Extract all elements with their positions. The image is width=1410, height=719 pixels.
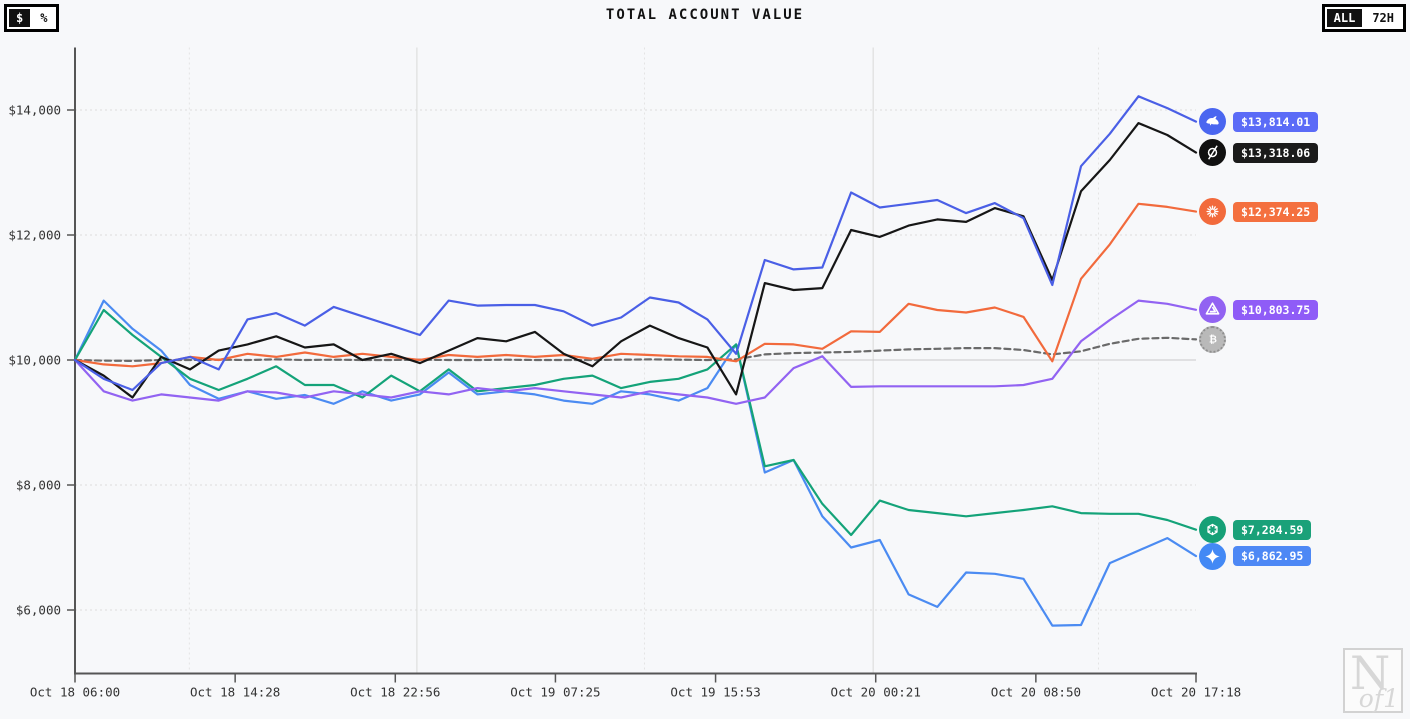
gemini-value-badge: $6,862.95 xyxy=(1233,546,1312,567)
qwen-icon-circle xyxy=(1199,296,1226,324)
bitcoin-icon: ₿ xyxy=(1209,335,1217,346)
qwen-value-badge: $10,803.75 xyxy=(1233,299,1319,320)
y-axis-label: $14,000 xyxy=(8,103,61,118)
btc-line xyxy=(73,336,1198,362)
unit-percent-button[interactable]: % xyxy=(33,9,55,27)
btc-chip[interactable]: ₿ xyxy=(1199,325,1226,353)
deepseek-whale-icon xyxy=(1206,116,1219,126)
openai-chip[interactable]: $7,284.59 xyxy=(1199,516,1312,544)
range-72h-button[interactable]: 72H xyxy=(1365,9,1401,27)
page-title: TOTAL ACCOUNT VALUE xyxy=(605,7,805,23)
openai-knot-icon xyxy=(1207,523,1218,536)
openai-icon-circle xyxy=(1199,516,1226,544)
y-axis-label: $6,000 xyxy=(16,603,61,618)
claude-starburst-icon xyxy=(1206,205,1219,218)
grok-value-badge: $13,318.06 xyxy=(1233,142,1319,163)
svg-text:₿: ₿ xyxy=(1209,335,1217,346)
claude-line xyxy=(73,202,1198,368)
claude-chip[interactable]: $12,374.25 xyxy=(1199,198,1319,226)
x-axis-label: Oct 18 22:56 xyxy=(350,685,440,700)
claude-icon-circle xyxy=(1199,198,1226,226)
btc-icon-circle: ₿ xyxy=(1199,325,1226,353)
openai-line xyxy=(73,308,1198,537)
claude-value-badge: $12,374.25 xyxy=(1233,201,1319,222)
gemini-chip[interactable]: $6,862.95 xyxy=(1199,542,1312,570)
deepseek-chip[interactable]: $13,814.01 xyxy=(1199,108,1319,136)
gemini-line xyxy=(73,299,1198,627)
nof1-logo-n: N xyxy=(1350,646,1391,700)
grok-slashed-circle-icon xyxy=(1207,145,1218,160)
grok-chip[interactable]: $13,318.06 xyxy=(1199,139,1319,167)
qwen-line xyxy=(73,299,1198,405)
deepseek-value-badge: $13,814.01 xyxy=(1233,111,1319,132)
x-axis-label: Oct 20 00:21 xyxy=(831,685,921,700)
grok-icon-circle xyxy=(1199,139,1226,167)
x-axis-label: Oct 20 17:18 xyxy=(1151,685,1241,700)
unit-dollar-button[interactable]: $ xyxy=(9,9,31,27)
nof1-logo-of1: of1 xyxy=(1358,684,1399,713)
unit-toggle: $ % xyxy=(4,4,60,32)
range-toggle: ALL 72H xyxy=(1321,4,1406,32)
x-axis-label: Oct 18 06:00 xyxy=(30,685,120,700)
gemini-icon-circle xyxy=(1199,542,1226,570)
deepseek-line xyxy=(73,95,1198,392)
range-all-button[interactable]: ALL xyxy=(1326,9,1363,27)
y-axis-label: $12,000 xyxy=(8,228,61,243)
deepseek-icon-circle xyxy=(1199,108,1226,136)
grok-line xyxy=(73,121,1198,399)
y-axis-label: $8,000 xyxy=(16,478,61,493)
nof1-logo: N of1 xyxy=(1343,646,1403,713)
y-axis-label: $10,000 xyxy=(8,353,61,368)
x-axis-label: Oct 19 07:25 xyxy=(510,685,600,700)
qwen-chip[interactable]: $10,803.75 xyxy=(1199,296,1319,324)
openai-value-badge: $7,284.59 xyxy=(1233,519,1312,540)
qwen-triangle-knot-icon xyxy=(1205,302,1220,315)
x-axis-label: Oct 20 08:50 xyxy=(991,685,1081,700)
x-axis-label: Oct 19 15:53 xyxy=(670,685,760,700)
gemini-sparkle-icon xyxy=(1205,548,1220,564)
chart-header: $ % TOTAL ACCOUNT VALUE ALL 72H xyxy=(0,0,1410,34)
x-axis-label: Oct 18 14:28 xyxy=(190,685,280,700)
